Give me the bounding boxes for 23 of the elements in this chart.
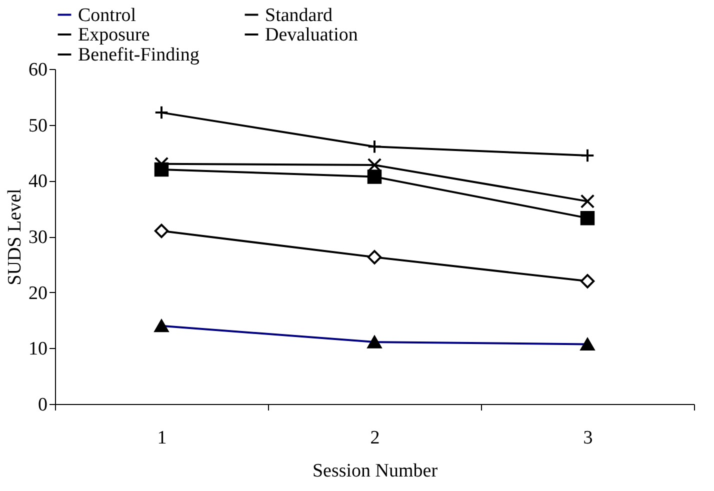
y-tick-label: 40 xyxy=(28,171,48,192)
legend-label: Benefit-Finding xyxy=(78,44,200,66)
y-tick-label: 50 xyxy=(28,115,48,136)
y-axis-title: SUDS Level xyxy=(4,188,26,286)
y-tick-label: 30 xyxy=(28,227,48,248)
point xyxy=(367,250,382,264)
point xyxy=(154,224,169,238)
point xyxy=(580,210,595,226)
x-tick-label: 3 xyxy=(583,428,593,448)
point xyxy=(367,170,382,184)
legend-label: Exposure xyxy=(78,24,150,46)
y-tick-label: 20 xyxy=(28,282,48,304)
legend-label: Standard xyxy=(265,4,334,26)
x-axis-title: Session Number xyxy=(312,460,438,482)
y-tick-label: 10 xyxy=(28,338,48,360)
legend-label: Devaluation xyxy=(265,24,358,46)
point xyxy=(580,274,595,288)
x-tick-label: 2 xyxy=(370,428,380,448)
y-tick-label: 0 xyxy=(38,394,48,416)
x-tick-label: 1 xyxy=(157,428,167,448)
legend-label: Control xyxy=(78,4,136,26)
point xyxy=(580,194,595,208)
y-tick-label: 60 xyxy=(28,60,48,80)
